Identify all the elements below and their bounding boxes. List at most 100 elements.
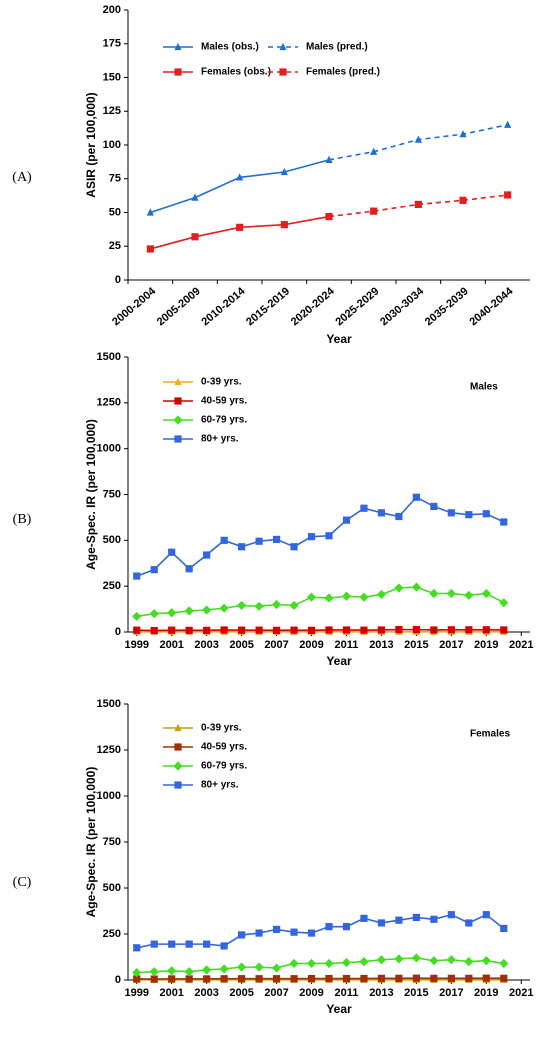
y-tick-label: 0 <box>115 626 121 638</box>
marker <box>324 958 334 969</box>
series-line <box>150 159 330 214</box>
marker <box>174 435 182 443</box>
marker <box>307 533 316 541</box>
marker <box>465 919 473 927</box>
marker <box>185 565 193 573</box>
marker <box>289 958 299 969</box>
marker <box>360 974 368 983</box>
marker <box>174 743 182 751</box>
x-tick-label: 2013 <box>369 987 393 999</box>
panel-label: (A) <box>12 170 32 185</box>
y-axis-title: Age-Spec. IR (per 100,000) <box>84 419 98 570</box>
marker <box>202 605 212 615</box>
marker <box>280 167 288 176</box>
legend-label: 40-59 yrs. <box>201 742 247 753</box>
marker <box>203 551 211 559</box>
legend-label: 80+ yrs. <box>201 780 239 791</box>
x-tick-label: 2003 <box>194 639 218 651</box>
marker <box>174 68 182 76</box>
x-tick-label: 2010-2014 <box>199 285 248 329</box>
x-axis-title: Year <box>326 654 352 668</box>
marker <box>254 601 264 611</box>
marker <box>279 68 287 76</box>
marker <box>307 974 316 983</box>
y-tick-label: 0 <box>115 274 121 286</box>
y-tick-label: 1000 <box>97 443 121 455</box>
marker <box>202 965 212 975</box>
x-tick-label: 2025-2029 <box>333 285 381 328</box>
x-tick-label: 2035-2039 <box>423 285 471 328</box>
marker <box>412 493 420 501</box>
marker <box>412 626 420 634</box>
marker <box>447 626 455 634</box>
marker <box>133 626 141 634</box>
marker <box>446 588 456 599</box>
x-tick-label: 2015 <box>404 639 428 651</box>
x-tick-label: 2019 <box>474 639 498 651</box>
marker <box>377 626 386 634</box>
marker <box>447 974 455 982</box>
y-tick-label: 1500 <box>97 351 121 363</box>
marker <box>465 626 473 634</box>
marker <box>290 626 298 634</box>
marker <box>149 609 159 619</box>
legend-label: Males (obs.) <box>201 42 259 53</box>
y-tick-label: 1000 <box>97 790 121 802</box>
marker <box>504 191 512 199</box>
y-tick-label: 1250 <box>97 744 121 756</box>
marker <box>376 955 387 965</box>
marker <box>359 592 369 602</box>
marker <box>307 929 316 937</box>
marker <box>220 536 228 544</box>
marker <box>376 589 387 600</box>
marker <box>307 626 316 634</box>
marker <box>504 120 512 128</box>
y-tick-label: 500 <box>103 534 121 546</box>
marker <box>203 626 211 634</box>
marker <box>411 582 421 592</box>
marker <box>395 974 403 982</box>
marker <box>203 975 211 983</box>
x-tick-label: 2011 <box>335 987 359 999</box>
marker <box>465 511 473 519</box>
marker <box>325 626 333 634</box>
x-tick-label: 2007 <box>264 639 288 651</box>
x-tick-label: 2001 <box>159 639 183 651</box>
marker <box>272 626 281 634</box>
legend-label: 60-79 yrs. <box>201 761 247 772</box>
x-tick-label: 2005 <box>229 639 253 651</box>
marker <box>255 929 263 937</box>
marker <box>500 626 508 634</box>
y-tick-label: 1500 <box>97 698 121 710</box>
marker <box>174 781 182 789</box>
marker <box>220 975 228 983</box>
marker <box>412 974 420 982</box>
marker <box>237 962 247 972</box>
x-tick-label: 2040-2044 <box>467 285 516 329</box>
marker <box>146 245 154 253</box>
marker <box>185 626 193 634</box>
y-tick-label: 200 <box>103 4 121 16</box>
marker <box>342 974 351 983</box>
marker <box>360 914 368 922</box>
x-tick-label: 2013 <box>369 639 393 651</box>
y-tick-label: 750 <box>103 488 121 500</box>
marker <box>168 975 176 983</box>
marker <box>132 611 142 622</box>
marker <box>203 940 211 948</box>
marker <box>411 953 421 963</box>
marker <box>290 928 298 936</box>
marker <box>306 592 317 602</box>
marker <box>191 233 199 241</box>
marker <box>370 207 378 215</box>
marker <box>236 223 244 231</box>
marker <box>500 518 508 526</box>
marker <box>377 919 386 927</box>
legend-label: Males (pred.) <box>306 42 368 53</box>
legend-label: 40-59 yrs. <box>201 396 247 407</box>
marker <box>459 196 467 204</box>
marker <box>395 512 403 521</box>
x-tick-label: 2019 <box>474 987 498 999</box>
marker <box>174 723 182 732</box>
